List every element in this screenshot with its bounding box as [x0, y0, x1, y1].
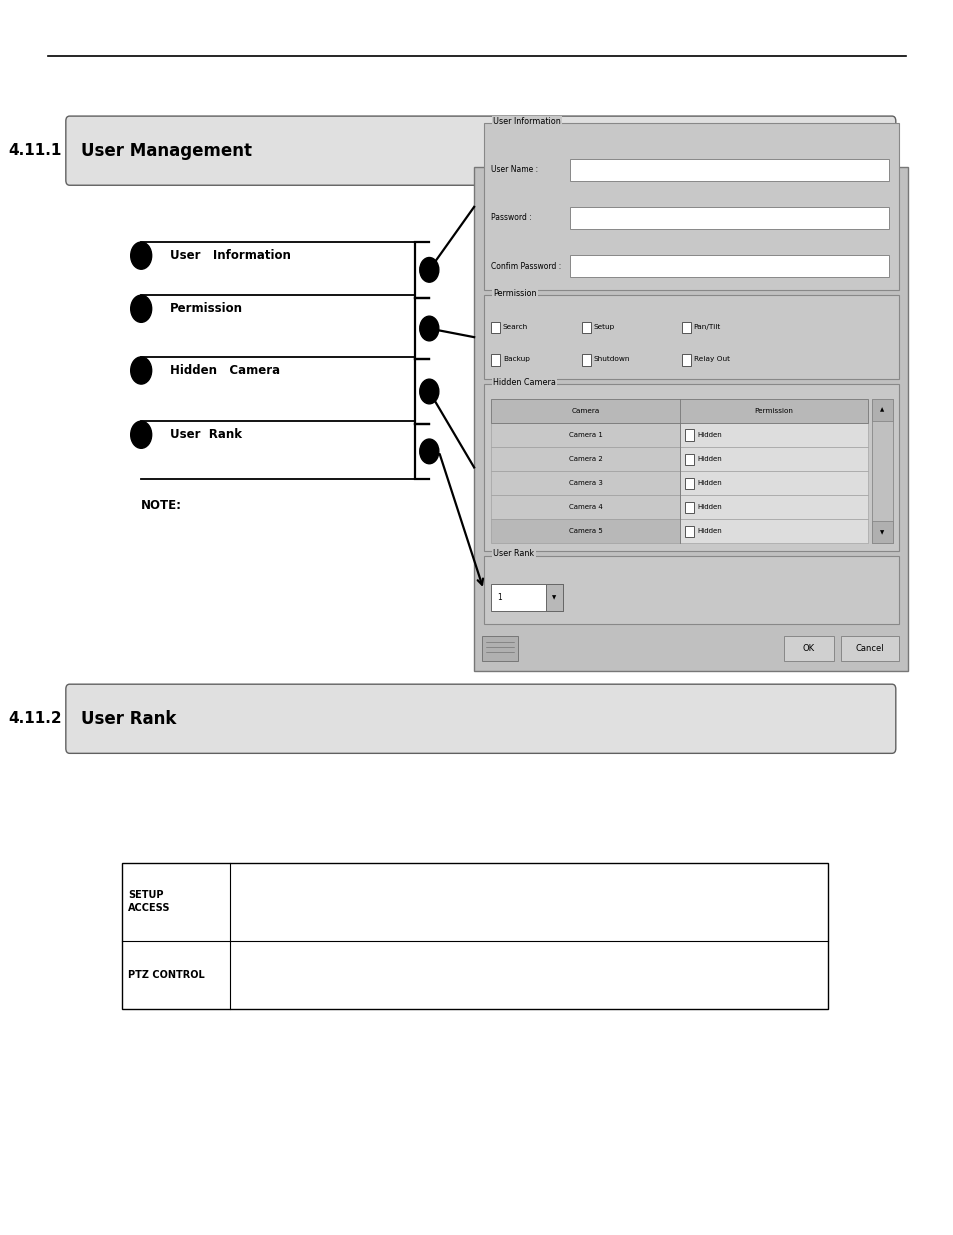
Text: ▲: ▲	[880, 408, 883, 412]
Bar	[684, 526, 694, 537]
Text: Camera 2: Camera 2	[568, 456, 601, 462]
Text: 4.11.1: 4.11.1	[9, 143, 62, 158]
Text: 4.11.2: 4.11.2	[9, 711, 62, 726]
Bar	[491, 399, 867, 422]
Circle shape	[419, 257, 438, 282]
Bar	[483, 295, 898, 379]
Bar	[483, 556, 898, 624]
Bar	[491, 322, 499, 333]
Text: User  Rank: User Rank	[170, 429, 241, 441]
Text: PTZ CONTROL: PTZ CONTROL	[128, 969, 204, 979]
Text: Setup: Setup	[593, 325, 614, 330]
Text: 1: 1	[497, 593, 501, 603]
Text: Hidden Camera: Hidden Camera	[493, 378, 556, 387]
Bar	[491, 422, 679, 447]
Text: ▼: ▼	[880, 530, 883, 535]
Bar	[491, 471, 679, 495]
Bar	[474, 167, 907, 671]
Bar	[681, 354, 690, 366]
Text: Permission: Permission	[754, 408, 793, 414]
Text: SETUP
ACCESS: SETUP ACCESS	[128, 890, 171, 914]
Text: Permission: Permission	[493, 289, 537, 298]
Bar	[679, 471, 867, 495]
FancyBboxPatch shape	[66, 116, 895, 185]
Bar	[679, 422, 867, 447]
Circle shape	[419, 316, 438, 341]
Text: User Management: User Management	[81, 142, 252, 159]
Bar	[871, 399, 892, 421]
Bar	[679, 519, 867, 543]
Circle shape	[131, 295, 152, 322]
Circle shape	[419, 438, 438, 463]
Bar	[491, 354, 499, 366]
Bar	[483, 124, 898, 290]
Text: User   Information: User Information	[170, 249, 291, 262]
Bar	[679, 447, 867, 471]
Bar	[581, 354, 590, 366]
Bar	[483, 384, 898, 551]
Text: Camera 1: Camera 1	[568, 432, 602, 438]
Bar	[581, 322, 590, 333]
Bar	[679, 495, 867, 519]
Text: Camera 4: Camera 4	[568, 504, 601, 510]
Text: Relay Out: Relay Out	[693, 357, 729, 362]
Text: Hidden: Hidden	[698, 432, 721, 438]
Bar	[684, 501, 694, 513]
Bar	[491, 447, 679, 471]
Bar	[871, 521, 892, 543]
Text: Hidden   Camera: Hidden Camera	[170, 364, 279, 377]
Bar	[481, 636, 517, 661]
Text: Camera: Camera	[571, 408, 599, 414]
Bar	[841, 636, 898, 661]
Circle shape	[131, 421, 152, 448]
Bar	[569, 158, 888, 180]
Text: NOTE:: NOTE:	[141, 499, 182, 513]
Circle shape	[419, 379, 438, 404]
Text: ▼: ▼	[552, 595, 556, 600]
Text: Cancel: Cancel	[855, 643, 883, 653]
Bar	[545, 584, 562, 611]
Text: Password :: Password :	[491, 214, 532, 222]
Bar	[684, 430, 694, 441]
Circle shape	[131, 357, 152, 384]
Text: Confim Password :: Confim Password :	[491, 262, 561, 270]
Bar	[681, 322, 690, 333]
Text: Backup: Backup	[502, 357, 529, 362]
Circle shape	[131, 242, 152, 269]
Bar	[569, 256, 888, 278]
Text: Pan/Tilt: Pan/Tilt	[693, 325, 720, 330]
Text: User Name :: User Name :	[491, 165, 537, 174]
Text: Hidden: Hidden	[698, 456, 721, 462]
Text: User Rank: User Rank	[81, 710, 176, 727]
Bar	[491, 584, 562, 611]
Bar	[491, 495, 679, 519]
Text: Shutdown: Shutdown	[593, 357, 629, 362]
Bar	[871, 399, 892, 543]
Text: Hidden: Hidden	[698, 480, 721, 487]
Bar	[491, 519, 679, 543]
Bar	[783, 636, 833, 661]
Text: OK: OK	[802, 643, 814, 653]
Text: Permission: Permission	[170, 303, 243, 315]
Text: User Information: User Information	[493, 117, 560, 126]
FancyBboxPatch shape	[66, 684, 895, 753]
Bar	[684, 478, 694, 489]
Text: User Rank: User Rank	[493, 550, 534, 558]
Text: Hidden: Hidden	[698, 529, 721, 535]
Text: Camera 3: Camera 3	[568, 480, 602, 487]
Text: Search: Search	[502, 325, 527, 330]
Bar	[122, 863, 827, 1009]
Bar	[684, 453, 694, 464]
Text: Camera 5: Camera 5	[568, 529, 601, 535]
Text: Hidden: Hidden	[698, 504, 721, 510]
Bar	[569, 206, 888, 228]
